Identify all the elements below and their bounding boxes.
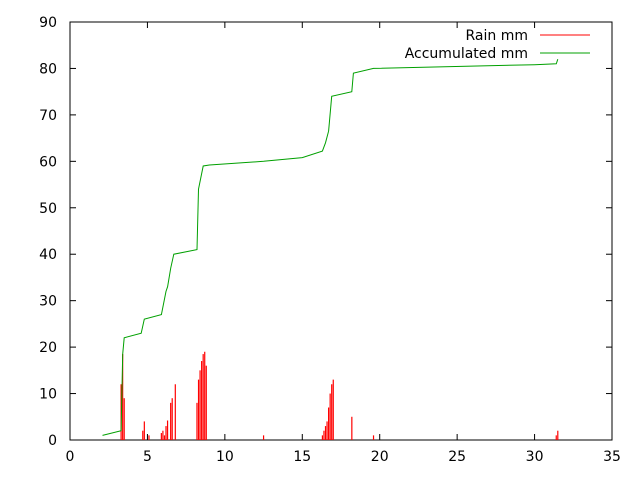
x-axis: 0 5 10 15 20 25 30 35 [66,22,621,465]
y-tick-label: 90 [39,15,57,31]
legend: Rain mm Accumulated mm [405,28,590,62]
x-tick-label: 25 [448,449,466,465]
y-tick-label: 80 [39,61,57,77]
y-tick-label: 50 [39,201,57,217]
x-tick-label: 15 [293,449,311,465]
x-tick-label: 30 [526,449,544,465]
x-tick-label: 20 [371,449,389,465]
y-axis: 0 10 20 30 40 50 60 70 80 90 [39,15,612,449]
y-tick-label: 60 [39,154,57,170]
accumulated-line [102,59,559,436]
legend-label-accumulated: Accumulated mm [405,46,528,62]
x-tick-label: 10 [216,449,234,465]
y-tick-label: 10 [39,387,57,403]
x-tick-label: 5 [143,449,152,465]
y-tick-label: 20 [39,340,57,356]
y-tick-label: 70 [39,108,57,124]
rain-bars [120,351,559,440]
x-tick-label: 0 [66,449,75,465]
y-tick-label: 0 [48,433,57,449]
y-tick-label: 30 [39,294,57,310]
legend-label-rain: Rain mm [466,28,529,44]
plot-frame [69,21,613,441]
x-tick-label: 35 [603,449,621,465]
y-tick-label: 40 [39,247,57,263]
